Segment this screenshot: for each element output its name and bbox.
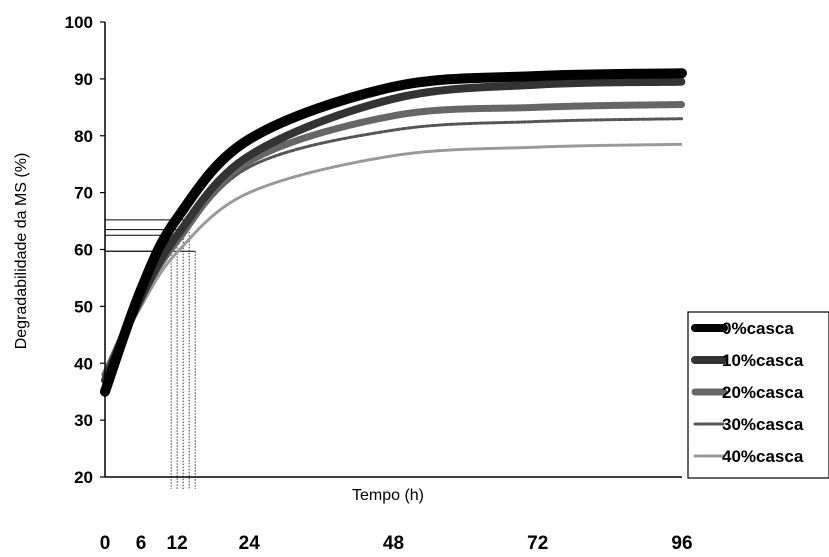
series-line-0pct-casca bbox=[100, 68, 687, 397]
y-tick-label: 100 bbox=[65, 13, 93, 32]
x-tick-label: 96 bbox=[671, 533, 692, 554]
y-tick-labels: 20 30 40 50 60 70 80 90 100 bbox=[65, 13, 93, 487]
series-line-10pct-casca bbox=[101, 77, 686, 385]
series-line-40pct-casca bbox=[103, 142, 684, 377]
x-tick-label: 24 bbox=[239, 533, 261, 554]
y-tick-label: 80 bbox=[74, 127, 93, 146]
y-tick-label: 60 bbox=[74, 241, 93, 260]
x-tick-label: 6 bbox=[136, 533, 147, 554]
legend-label: 10%casca bbox=[722, 351, 804, 370]
x-tick-label: 12 bbox=[167, 533, 188, 554]
series-lines bbox=[100, 68, 687, 397]
legend-label: 20%casca bbox=[722, 383, 804, 402]
legend-label: 40%casca bbox=[722, 447, 804, 466]
y-tick-label: 40 bbox=[74, 354, 93, 373]
x-tick-labels: 0 6 12 24 48 72 96 bbox=[100, 533, 693, 554]
x-tick-label: 72 bbox=[527, 533, 548, 554]
legend: 0%casca 10%casca 20%casca 30%casca 40%casca bbox=[687, 311, 829, 479]
y-tick-label: 50 bbox=[74, 297, 93, 316]
x-axis-label: Tempo (h) bbox=[352, 487, 424, 504]
y-tick-label: 30 bbox=[74, 411, 93, 430]
legend-label: 0%casca bbox=[722, 319, 794, 338]
y-tick-label: 70 bbox=[74, 184, 93, 203]
x-tick-label: 48 bbox=[383, 533, 404, 554]
y-tick-label: 20 bbox=[74, 468, 93, 487]
y-axis-label: Degradabilidade da MS (%) bbox=[13, 153, 30, 350]
axes bbox=[100, 21, 682, 478]
legend-label: 30%casca bbox=[722, 415, 804, 434]
x-tick-label: 0 bbox=[100, 533, 111, 554]
y-tick-label: 90 bbox=[74, 70, 93, 89]
